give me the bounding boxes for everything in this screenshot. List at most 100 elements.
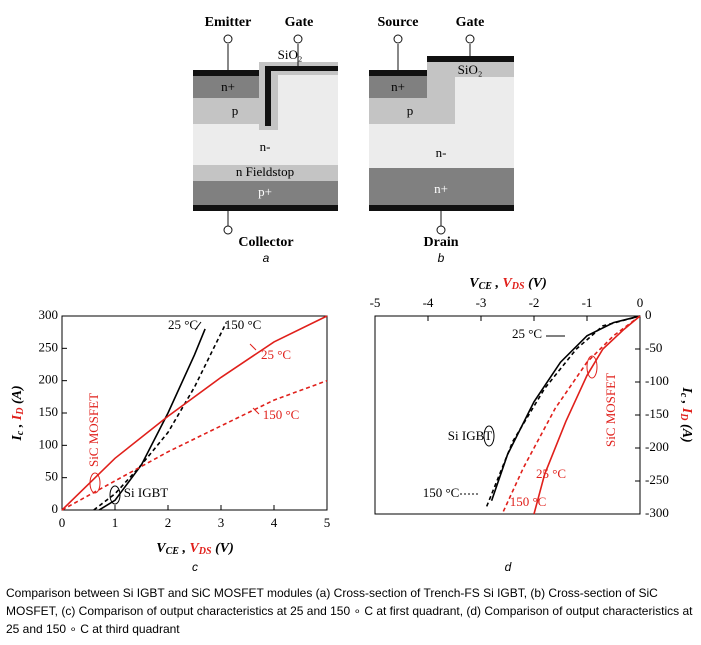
plot-frame — [374, 315, 641, 515]
pointer — [249, 343, 257, 351]
layer — [193, 205, 338, 211]
marker-ellipse — [89, 472, 101, 494]
y-axis-label: Ic , ID (A) — [678, 386, 694, 442]
label: p — [407, 103, 414, 118]
layer — [369, 205, 514, 211]
y-tick-label: 200 — [39, 372, 59, 387]
label: Source — [378, 15, 419, 30]
layer — [278, 75, 338, 124]
x-tick-label: 5 — [324, 515, 331, 530]
annotation: SiC MOSFET — [86, 393, 101, 467]
panel-label: b — [438, 251, 445, 265]
label: n Fieldstop — [236, 164, 294, 179]
label: Collector — [238, 235, 293, 250]
y-tick-label: 0 — [645, 307, 652, 322]
label: SiO₂ — [278, 47, 303, 62]
mosfet-cross-section: Source Gate SiO₂ n+ p n- n+ Drain b — [369, 15, 514, 265]
x-tick-label: 2 — [165, 515, 172, 530]
y-tick-label: -200 — [645, 439, 669, 454]
series-line — [93, 322, 228, 511]
series-line — [533, 315, 641, 515]
marker-ellipse — [483, 425, 495, 447]
x-axis-label: VCE , VDS (V) — [156, 541, 234, 557]
x-axis-label: VCE , VDS (V) — [469, 276, 547, 292]
label: Drain — [424, 235, 459, 250]
y-tick-label: 100 — [39, 436, 59, 451]
gate-electrode — [265, 66, 338, 71]
x-tick-label: -4 — [423, 295, 434, 310]
y-tick-label: 300 — [39, 307, 59, 322]
y-tick-label: -300 — [645, 505, 669, 520]
figure: Emitter Gate SiO₂ n+ p n- n Fieldstop p+… — [10, 15, 694, 574]
x-tick-label: -3 — [476, 295, 487, 310]
label: p+ — [258, 184, 272, 199]
terminal — [436, 225, 446, 235]
igbt-cross-section: Emitter Gate SiO₂ n+ p n- n Fieldstop p+… — [193, 15, 338, 265]
y-tick-label: -100 — [645, 373, 669, 388]
layer — [193, 76, 263, 98]
terminal — [223, 225, 233, 235]
layer — [369, 168, 514, 205]
label: n+ — [434, 181, 448, 196]
x-tick-label: 4 — [271, 515, 278, 530]
layer — [193, 181, 338, 205]
layer — [193, 70, 259, 76]
y-tick-label: -150 — [645, 406, 669, 421]
layer — [427, 62, 514, 77]
label: n+ — [391, 79, 405, 94]
annotation: 150 °C — [263, 407, 300, 422]
label: n- — [260, 139, 271, 154]
layer — [193, 124, 338, 165]
y-tick-label: 0 — [52, 501, 59, 516]
annotation: 25 °C — [536, 466, 566, 481]
annotation: 25 °C — [168, 317, 198, 332]
label: n- — [436, 145, 447, 160]
x-tick-label: 1 — [112, 515, 119, 530]
annotation: 150 °C — [423, 485, 460, 500]
x-tick-label: 0 — [637, 295, 644, 310]
terminal — [223, 34, 233, 44]
gate-electrode — [427, 56, 514, 62]
label: p — [232, 103, 239, 118]
annotation: Si IGBT — [448, 428, 492, 443]
annotation: Si IGBT — [124, 485, 168, 500]
series-line — [490, 315, 641, 502]
pointer — [252, 407, 260, 415]
terminal — [465, 34, 475, 44]
x-tick-label: 3 — [218, 515, 225, 530]
marker-ellipse — [586, 355, 598, 379]
y-tick-label: 150 — [39, 404, 59, 419]
layer — [369, 70, 427, 76]
label: Gate — [456, 15, 485, 30]
panel-label: c — [192, 560, 198, 574]
x-tick-label: 0 — [59, 515, 66, 530]
annotation: 150 °C — [510, 494, 547, 509]
y-tick-label: 50 — [45, 469, 58, 484]
annotation: 150 °C — [225, 317, 262, 332]
layer — [193, 98, 263, 124]
x-tick-label: -2 — [529, 295, 540, 310]
series-line — [61, 379, 328, 511]
y-axis-label: Ic , ID (A) — [10, 385, 26, 441]
terminal — [393, 34, 403, 44]
marker-ellipse — [109, 485, 121, 505]
annotation: 25 °C — [512, 326, 542, 341]
x-tick-label: -1 — [582, 295, 593, 310]
layer — [193, 165, 338, 181]
layer — [369, 98, 455, 124]
y-tick-label: 250 — [39, 339, 59, 354]
series-line — [501, 315, 641, 515]
terminal — [293, 34, 303, 44]
caption: Comparison between Si IGBT and SiC MOSFE… — [6, 586, 693, 636]
label: n+ — [221, 79, 235, 94]
annotation: 25 °C — [261, 347, 291, 362]
y-tick-label: -50 — [645, 340, 662, 355]
annotation: SiC MOSFET — [603, 373, 618, 447]
panel-label: d — [505, 560, 512, 574]
panel-label: a — [263, 251, 270, 265]
y-tick-label: -250 — [645, 472, 669, 487]
series-line — [485, 315, 641, 508]
series-line — [98, 328, 206, 511]
label: Emitter — [205, 15, 252, 30]
